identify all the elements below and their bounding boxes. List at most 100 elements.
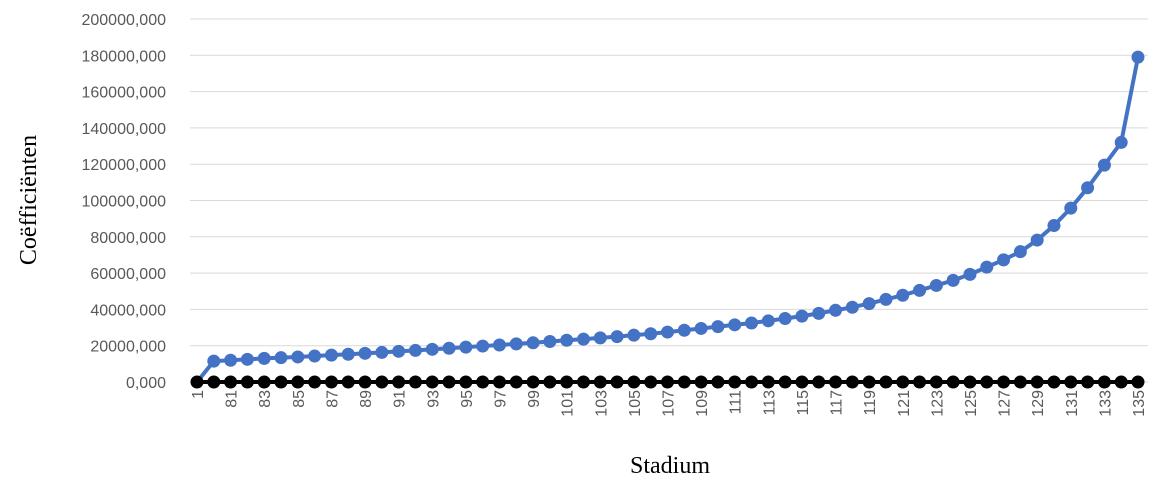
series-2-point [358, 375, 372, 389]
series-1-point [543, 335, 557, 349]
x-tick-label: 135 [1131, 390, 1148, 417]
x-tick-label: 115 [795, 390, 812, 416]
x-tick-label: 1 [190, 390, 207, 399]
series-2-point [425, 375, 439, 389]
series-1-point [980, 260, 994, 274]
series-1-point [879, 292, 893, 306]
series-2-point [795, 375, 809, 389]
series-2-point [1030, 375, 1044, 389]
x-tick-label: 105 [627, 390, 644, 417]
series-2-point [862, 375, 876, 389]
series-1-point [1064, 201, 1078, 215]
series-2-point [644, 375, 658, 389]
series-1-point [896, 288, 910, 302]
series-1-point [627, 328, 641, 342]
series-2-point [677, 375, 691, 389]
series-2-point [711, 375, 725, 389]
series-2-point [442, 375, 456, 389]
series-1-point [862, 297, 876, 311]
series-2-point [324, 375, 338, 389]
series-2-point [1114, 375, 1128, 389]
series-2-point [761, 375, 775, 389]
series-2-point [476, 375, 490, 389]
x-tick-label: 103 [593, 390, 610, 417]
x-tick-label: 131 [1064, 390, 1081, 417]
gridlines [190, 18, 1148, 383]
series-2-point [576, 375, 590, 389]
series-1-point [324, 348, 338, 362]
series-1-point [291, 350, 305, 364]
series-2-point [560, 375, 574, 389]
y-axis-ticks: 0,000 20000,000 40000,000 60000,000 80000,00… [81, 12, 166, 392]
series-1-point [425, 342, 439, 356]
series-2-point [526, 375, 540, 389]
x-tick-label: 117 [829, 390, 846, 416]
y-tick-label: 120000,000 [81, 157, 166, 174]
series-2-point [997, 375, 1011, 389]
y-tick-label: 40000,000 [90, 302, 166, 319]
series-1-point [358, 346, 372, 360]
series-2-point [1081, 375, 1095, 389]
x-tick-label: 119 [862, 390, 879, 416]
series-2-point [1047, 375, 1061, 389]
x-tick-label: 101 [560, 390, 577, 417]
series-2-point [661, 375, 674, 389]
series-2-point [745, 375, 759, 389]
x-tick-label: 127 [997, 390, 1014, 417]
series-2-point [492, 375, 506, 389]
series-1-point [593, 331, 607, 345]
x-tick-label: 121 [896, 390, 913, 417]
series-1-point [778, 311, 792, 325]
y-tick-label: 180000,000 [81, 48, 166, 65]
x-tick-label: 113 [761, 390, 778, 416]
series-2-point [812, 375, 826, 389]
series-2-point [627, 375, 641, 389]
series-2-point [408, 375, 422, 389]
series-1-point [1097, 158, 1111, 172]
x-tick-label: 95 [459, 390, 476, 408]
series-2-point [392, 375, 406, 389]
x-tick-label: 133 [1097, 390, 1114, 417]
series-1-point [711, 320, 725, 334]
series-2-point [879, 375, 893, 389]
series-2-point [829, 375, 843, 389]
series-1-point [946, 273, 960, 287]
series-1-point [728, 318, 742, 332]
series-1-point [526, 336, 540, 350]
y-tick-label: 60000,000 [90, 266, 166, 283]
x-tick-label: 91 [392, 390, 409, 408]
y-tick-label: 160000,000 [81, 85, 166, 102]
x-tick-label: 125 [963, 390, 980, 417]
series-1-point [274, 351, 288, 365]
y-tick-label: 100000,000 [81, 194, 166, 211]
series-1-point [745, 316, 759, 330]
x-axis-title: Stadium [630, 453, 710, 479]
x-tick-label: 93 [425, 390, 442, 408]
x-tick-label: 111 [728, 390, 745, 414]
series-2-point [224, 375, 238, 389]
x-tick-label: 81 [224, 390, 241, 408]
x-tick-label: 99 [526, 390, 543, 408]
series-2-point [896, 375, 910, 389]
series-1-point [913, 283, 927, 297]
x-tick-label: 97 [492, 390, 509, 408]
series-1-point [1114, 135, 1128, 149]
series-1-point [963, 267, 977, 281]
y-tick-label: 20000,000 [90, 339, 166, 356]
x-tick-label: 123 [929, 390, 946, 417]
series-2-point [1131, 375, 1145, 389]
series-1-point [644, 327, 658, 341]
series-1-point [677, 323, 691, 337]
series-2-point [946, 375, 960, 389]
series-1-point [1081, 181, 1095, 195]
series-2-point [509, 375, 523, 389]
series-2-point [257, 375, 271, 389]
x-tick-label: 129 [1030, 390, 1047, 417]
series-1-point [509, 337, 523, 351]
x-tick-label: 83 [257, 390, 274, 408]
series-2-point [543, 375, 557, 389]
series-2-point [1064, 375, 1078, 389]
series-layer [190, 50, 1145, 389]
series-1-point [610, 330, 624, 344]
series-2-point [375, 375, 389, 389]
